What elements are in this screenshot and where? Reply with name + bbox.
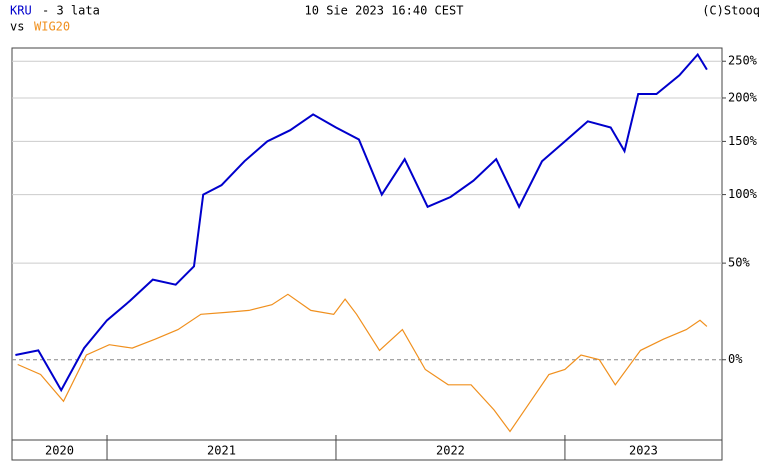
y-tick-label: 0%	[728, 352, 743, 366]
x-tick-label: 2022	[436, 444, 465, 458]
y-tick-label: 50%	[728, 256, 750, 270]
series-line	[15, 52, 708, 393]
source: (C)Stooq	[702, 4, 760, 18]
y-tick-label: 200%	[728, 90, 758, 104]
vs: vs	[10, 20, 24, 34]
plot-frame	[11, 47, 723, 441]
series-line	[17, 293, 708, 433]
x-axis-strip	[11, 439, 723, 461]
x-tick-label: 2020	[45, 444, 74, 458]
x-tick-label: 2021	[207, 444, 236, 458]
y-tick-label: 100%	[728, 187, 758, 201]
period: - 3 lata	[42, 4, 100, 18]
date: 10 Sie 2023 16:40 CEST	[305, 4, 464, 18]
legend-entry: WIG20	[34, 20, 70, 34]
y-tick-label: 250%	[728, 54, 758, 68]
y-tick-label: 150%	[728, 134, 758, 148]
series-name: KRU	[10, 4, 32, 18]
x-tick-label: 2023	[629, 444, 658, 458]
